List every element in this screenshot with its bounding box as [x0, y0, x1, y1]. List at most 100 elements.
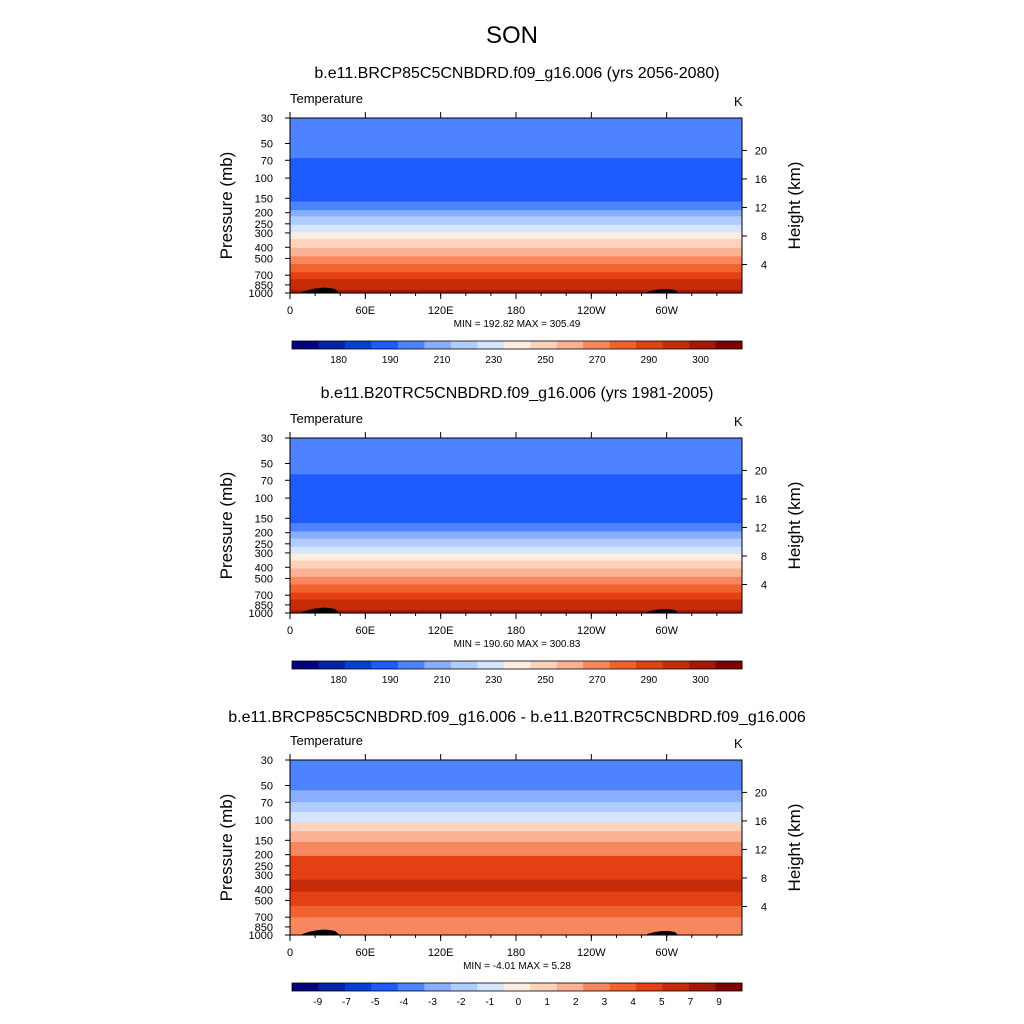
contour-band — [290, 841, 742, 857]
colorbar-swatch — [292, 661, 319, 669]
colorbar-swatch — [715, 983, 743, 991]
xtick-label: 60E — [356, 625, 376, 637]
colorbar-label: 270 — [589, 675, 606, 686]
colorbar-swatch — [662, 983, 690, 991]
colorbar-swatch — [397, 661, 425, 669]
y-axis-label: Pressure (mb) — [217, 472, 236, 580]
contour-band — [290, 811, 742, 824]
colorbar-label: -2 — [457, 997, 466, 1008]
colorbar-frame — [291, 982, 743, 992]
colorbar-label: 270 — [589, 355, 606, 366]
colorbar-frame — [291, 660, 743, 670]
ytick-label: 850 — [255, 922, 273, 934]
colorbar-swatch — [318, 661, 346, 669]
colorbar-swatch — [424, 983, 452, 991]
contour-band — [290, 216, 742, 226]
contour-band — [290, 776, 742, 791]
ytick-label: 700 — [255, 270, 273, 282]
colorbar-label: 4 — [630, 997, 636, 1008]
colorbar-swatch — [318, 983, 346, 991]
colorbar-label: -5 — [371, 997, 380, 1008]
colorbar-swatch — [450, 341, 478, 349]
contour-band — [290, 568, 742, 578]
colorbar-swatch — [636, 341, 663, 349]
y2tick-label: 8 — [761, 551, 767, 563]
colorbar-swatch — [689, 341, 716, 349]
xtick-label: 120E — [428, 625, 454, 637]
colorbar-swatch — [371, 983, 399, 991]
contour-band — [290, 452, 742, 475]
y2tick-label: 16 — [755, 174, 767, 186]
contour-band — [290, 289, 742, 294]
y2-axis-label: Height (km) — [785, 482, 804, 570]
contour-band — [290, 553, 742, 562]
xtick-label: 0 — [287, 305, 293, 317]
ytick-label: 250 — [255, 219, 273, 231]
xtick-label: 120W — [577, 625, 606, 637]
colorbar-swatch — [477, 341, 505, 349]
xtick-label: 120E — [428, 305, 454, 317]
contour-band — [290, 523, 742, 533]
contour-band — [290, 264, 742, 273]
xtick-label: 0 — [287, 625, 293, 637]
colorbar-swatch — [556, 341, 584, 349]
colorbar-swatch — [556, 983, 584, 991]
ytick-label: 500 — [255, 895, 273, 907]
contour-band — [290, 906, 742, 918]
colorbar-swatch — [609, 661, 637, 669]
xtick-label: 180 — [507, 947, 525, 959]
ytick-label: 70 — [261, 155, 273, 167]
stats-label: MIN = 192.82 MAX = 305.49 — [454, 319, 581, 330]
colorbar-swatch — [503, 983, 531, 991]
ytick-label: 50 — [261, 138, 273, 150]
colorbar-label: -4 — [399, 997, 408, 1008]
ytick-label: 50 — [261, 458, 273, 470]
ytick-label: 30 — [261, 755, 273, 767]
y2tick-label: 16 — [755, 494, 767, 506]
panel-title: b.e11.BRCP85C5CNBDRD.f09_g16.006 (yrs 20… — [314, 65, 719, 82]
ytick-label: 150 — [255, 193, 273, 205]
colorbar-swatch — [344, 341, 372, 349]
contour-band — [290, 560, 742, 570]
ytick-label: 70 — [261, 797, 273, 809]
ytick-label: 50 — [261, 780, 273, 792]
colorbar-swatch — [636, 661, 663, 669]
colorbar-label: 230 — [485, 675, 502, 686]
panels: b.e11.BRCP85C5CNBDRD.f09_g16.006 (yrs 20… — [217, 65, 806, 1008]
contour-band — [290, 855, 742, 881]
terrain-mask — [300, 287, 340, 293]
panel-title: b.e11.B20TRC5CNBDRD.f09_g16.006 (yrs 198… — [321, 385, 714, 402]
units-label: K — [734, 414, 743, 429]
panel-title: b.e11.BRCP85C5CNBDRD.f09_g16.006 - b.e11… — [228, 709, 806, 726]
colorbar-label: 9 — [716, 997, 722, 1008]
xtick-label: 60E — [356, 305, 376, 317]
stats-label: MIN = -4.01 MAX = 5.28 — [463, 961, 571, 972]
colorbar-label: 7 — [688, 997, 694, 1008]
ytick-label: 250 — [255, 539, 273, 551]
colorbar-label: 290 — [641, 355, 658, 366]
xtick-label: 180 — [507, 305, 525, 317]
terrain-mask — [300, 607, 340, 613]
colorbar-swatch — [662, 661, 690, 669]
contour-band — [290, 802, 742, 813]
ytick-label: 500 — [255, 573, 273, 585]
ytick-label: 30 — [261, 113, 273, 125]
colorbar-swatch — [477, 983, 505, 991]
colorbar-swatch — [689, 661, 716, 669]
contour-band — [290, 546, 742, 555]
panel-1: b.e11.BRCP85C5CNBDRD.f09_g16.006 (yrs 20… — [217, 65, 804, 366]
xtick-label: 120W — [577, 305, 606, 317]
contour-band — [290, 822, 742, 832]
contour-band — [290, 239, 742, 249]
contour-band — [290, 191, 742, 203]
ytick-label: 850 — [255, 600, 273, 612]
ytick-label: 300 — [255, 228, 273, 240]
colorbar-label: -3 — [428, 997, 437, 1008]
y2-axis-label: Height (km) — [785, 162, 804, 250]
colorbar-label: 210 — [434, 675, 451, 686]
colorbar-swatch — [424, 661, 452, 669]
colorbar-swatch — [503, 661, 531, 669]
y2tick-label: 4 — [761, 259, 767, 271]
ytick-label: 700 — [255, 912, 273, 924]
